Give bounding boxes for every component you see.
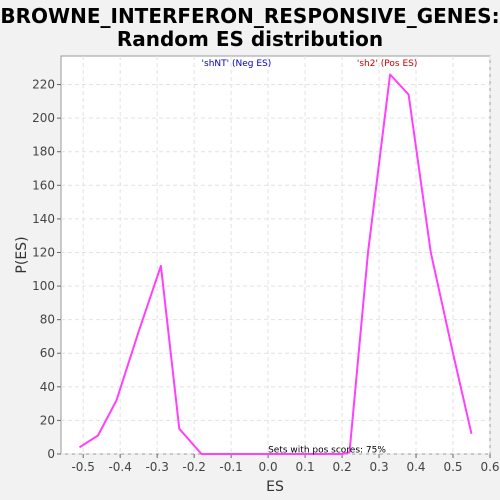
x-tick-label: -0.2 xyxy=(182,460,205,474)
y-tick-label: 220 xyxy=(32,78,55,92)
x-tick-label: -0.3 xyxy=(145,460,168,474)
y-tick-label: 100 xyxy=(32,279,55,293)
chart-annotation: 'sh2' (Pos ES) xyxy=(357,59,418,69)
y-tick-label: 180 xyxy=(32,145,55,159)
annotations: 'shNT' (Neg ES) 'sh2' (Pos ES) Sets with p… xyxy=(202,59,418,455)
x-axis-ticks: -0.5 -0.4 -0.3 -0.2 -0.1 0.0 0.1 0.2 0.3 0.4 0.5 0.… xyxy=(71,454,500,474)
x-tick-label: 0.2 xyxy=(333,460,352,474)
y-tick-label: 120 xyxy=(32,245,55,259)
y-tick-label: 0 xyxy=(47,447,55,461)
x-tick-label: 0.5 xyxy=(443,460,462,474)
y-tick-label: 80 xyxy=(40,313,55,327)
x-tick-label: -0.5 xyxy=(71,460,94,474)
es-distribution-line xyxy=(78,73,473,455)
x-tick-label: 0.4 xyxy=(406,460,425,474)
grid xyxy=(61,56,491,455)
y-tick-label: 200 xyxy=(32,111,55,125)
x-tick-label: 0.0 xyxy=(259,460,278,474)
y-axis-ticks: 0 20 40 60 80 100 120 140 160 180 200 220 xyxy=(32,78,61,461)
x-tick-label: 0.1 xyxy=(296,460,315,474)
x-tick-label: 0.3 xyxy=(370,460,389,474)
chart-title-line-1: BROWNE_INTERFERON_RESPONSIVE_GENES: xyxy=(0,4,500,28)
chart-annotation: Sets with pos scores: 75% xyxy=(268,445,386,455)
x-tick-label: -0.1 xyxy=(219,460,242,474)
y-tick-label: 60 xyxy=(40,346,55,360)
y-tick-label: 160 xyxy=(32,178,55,192)
chart-annotation: 'shNT' (Neg ES) xyxy=(202,59,272,69)
y-tick-label: 40 xyxy=(40,380,55,394)
x-axis-label: ES xyxy=(266,479,284,495)
plot-area xyxy=(60,55,491,455)
y-tick-label: 20 xyxy=(40,413,55,427)
series-layer xyxy=(78,73,473,455)
y-tick-label: 140 xyxy=(32,212,55,226)
x-tick-label: -0.4 xyxy=(108,460,131,474)
chart-title-line-2: Random ES distribution xyxy=(116,27,384,51)
x-tick-label: 0.6 xyxy=(480,460,499,474)
y-axis-label: P(ES) xyxy=(14,236,30,273)
